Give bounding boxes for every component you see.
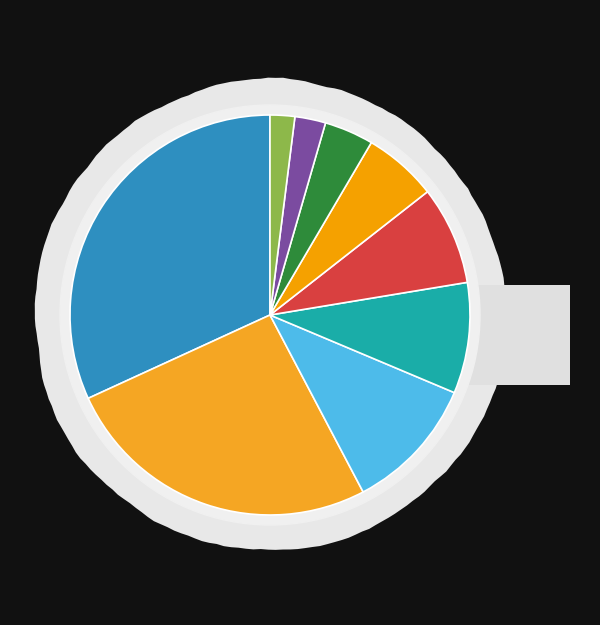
- Wedge shape: [270, 315, 454, 492]
- Wedge shape: [270, 142, 427, 315]
- Wedge shape: [270, 116, 326, 315]
- Wedge shape: [270, 123, 371, 315]
- Polygon shape: [35, 78, 508, 550]
- Wedge shape: [270, 115, 295, 315]
- Wedge shape: [270, 192, 467, 315]
- Wedge shape: [270, 282, 470, 392]
- Wedge shape: [88, 315, 363, 515]
- Circle shape: [60, 105, 480, 525]
- Polygon shape: [460, 285, 570, 385]
- Wedge shape: [70, 115, 270, 398]
